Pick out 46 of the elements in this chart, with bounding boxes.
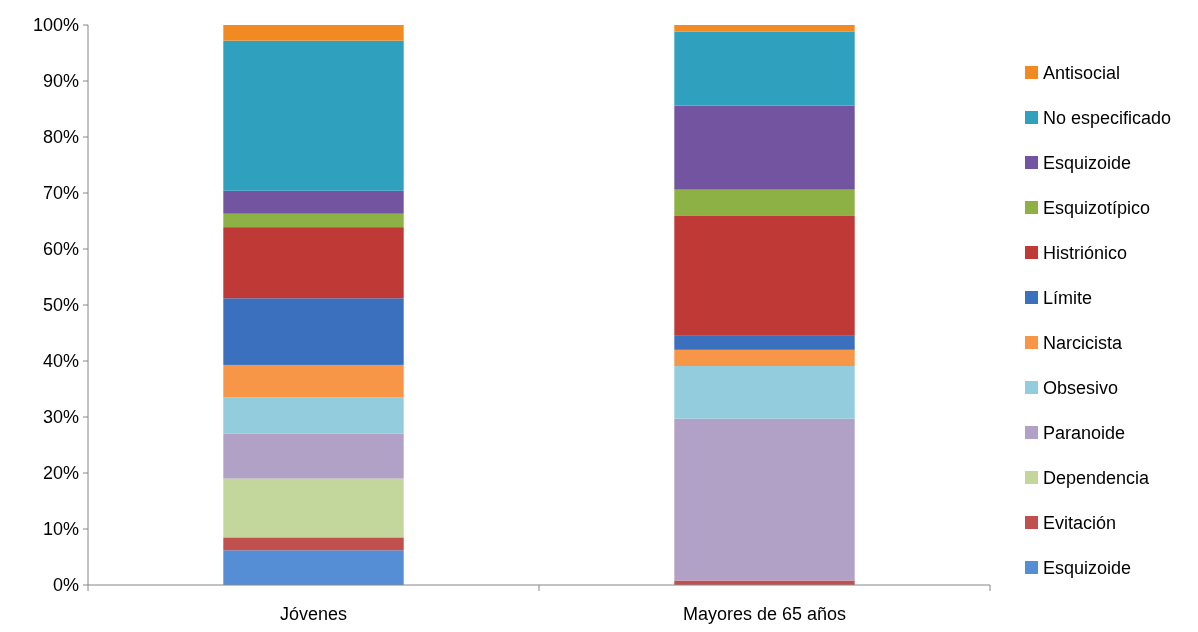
legend-label: Narcicista (1043, 333, 1123, 354)
y-tick-label: 20% (42, 463, 79, 484)
y-tick-label: 60% (42, 239, 79, 260)
legend-label: Paranoide (1043, 423, 1126, 444)
legend-label: Evitación (1043, 513, 1117, 534)
bar (674, 189, 855, 216)
y-tick-label: 10% (42, 519, 79, 540)
bar (674, 418, 855, 581)
y-tick-label: 90% (42, 71, 79, 92)
bar (223, 298, 404, 365)
x-tick-label: Jóvenes (279, 604, 348, 624)
y-tick-label: 100% (32, 15, 79, 36)
legend-label: No especificado (1043, 108, 1172, 129)
bar (223, 433, 404, 479)
legend-label: Límite (1043, 288, 1093, 309)
bar (223, 190, 404, 214)
legend-label: Esquizotípico (1043, 198, 1151, 219)
bar (674, 349, 855, 367)
bar (674, 215, 855, 336)
y-tick-label: 80% (42, 127, 79, 148)
y-tick-label: 70% (42, 183, 79, 204)
legend-label: Esquizoide (1043, 558, 1132, 579)
y-tick-label: 40% (42, 351, 79, 372)
y-tick-label: 30% (42, 407, 79, 428)
legend-label: Histriónico (1043, 243, 1128, 264)
x-tick-label: Mayores de 65 años (682, 604, 847, 624)
bar (674, 105, 855, 190)
bar (223, 397, 404, 434)
legend-label: Antisocial (1043, 63, 1121, 84)
bar (223, 364, 404, 398)
bar (223, 550, 404, 585)
bar (223, 213, 404, 228)
legend-label: Obsesivo (1043, 378, 1119, 399)
bar (674, 366, 855, 419)
bar (223, 40, 404, 191)
bar (674, 25, 855, 32)
bar (223, 25, 404, 41)
y-tick-label: 0% (52, 575, 79, 596)
bar (223, 478, 404, 538)
legend-label: Esquizoide (1043, 153, 1132, 174)
bar (223, 227, 404, 299)
y-tick-label: 50% (42, 295, 79, 316)
bar (674, 335, 855, 350)
bar (674, 31, 855, 106)
legend-label: Dependencia (1043, 468, 1151, 489)
bar (223, 537, 404, 551)
